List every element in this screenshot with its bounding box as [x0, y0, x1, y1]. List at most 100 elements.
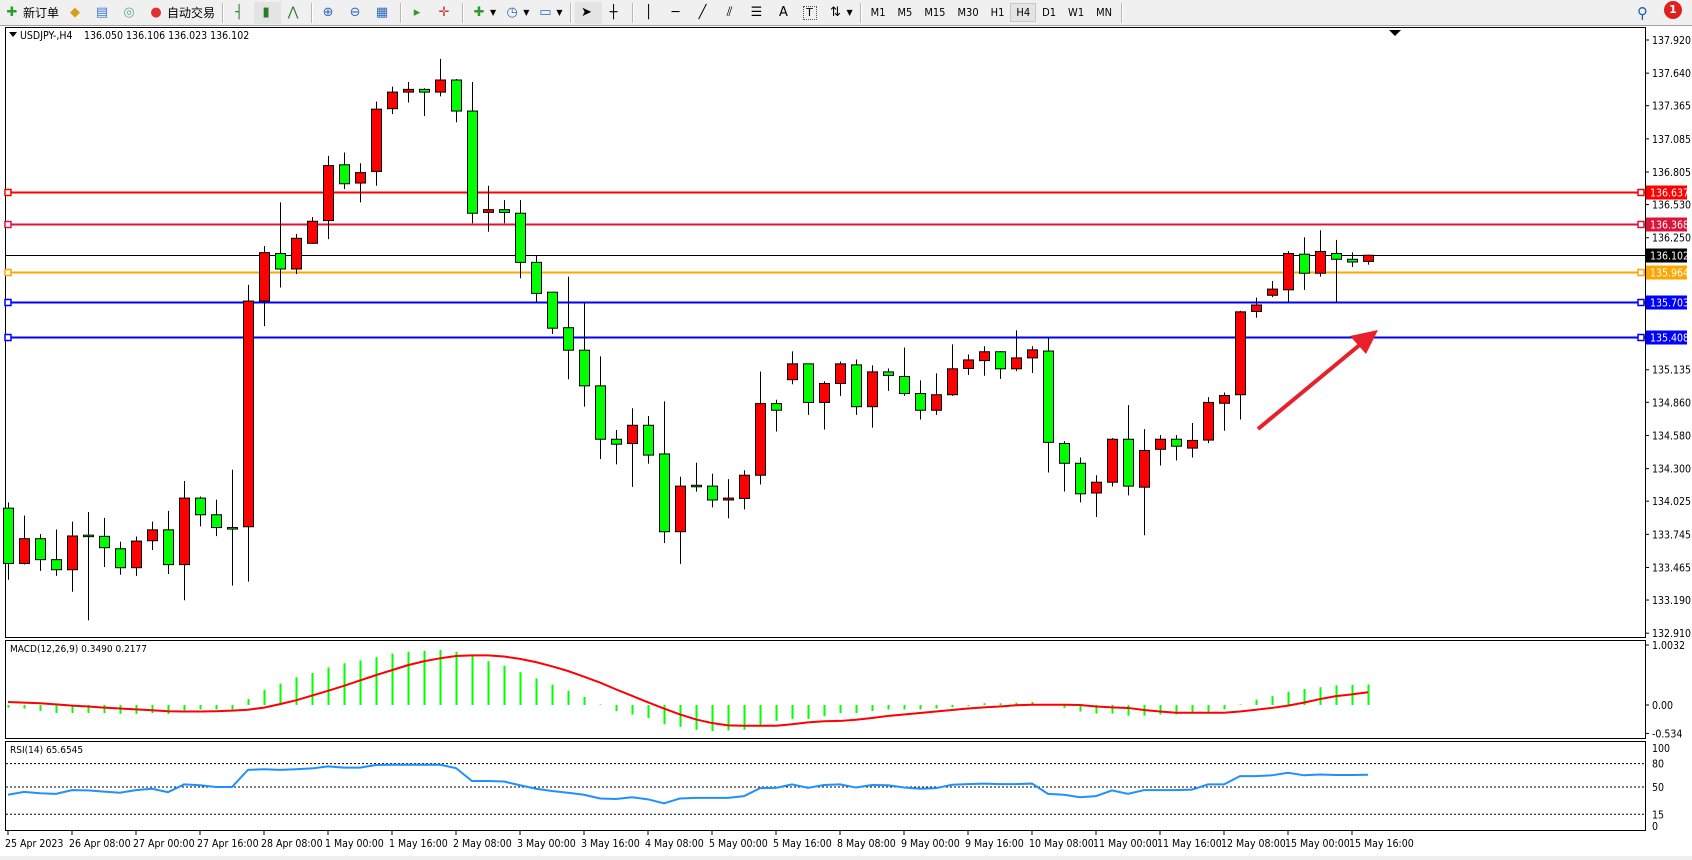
auto-scroll-button[interactable]: ▸ — [405, 2, 432, 24]
chart-menu-triangle-icon[interactable] — [9, 32, 17, 37]
candlestick-button[interactable]: ▮ — [254, 1, 282, 24]
date-label: 2 May 08:00 — [453, 838, 512, 850]
timeframe-m1[interactable]: M1 — [870, 6, 886, 19]
candle — [371, 101, 382, 186]
candle — [995, 351, 1006, 379]
signals-button[interactable]: ◎ — [117, 2, 144, 24]
candle-body — [259, 252, 270, 302]
line-chart-button[interactable]: ⋀ — [281, 2, 308, 24]
candle — [1123, 405, 1134, 496]
line-anchor-icon — [1637, 268, 1645, 277]
horizontal-line-button[interactable]: ─ — [664, 2, 691, 24]
arrows-icon: ⇅ — [830, 4, 841, 20]
chevron-down-icon: ▼ — [523, 8, 530, 17]
candle-body — [499, 209, 510, 213]
price-tick-label: 134.860 — [1652, 397, 1691, 409]
candle-body — [1299, 253, 1310, 274]
candle-body — [1363, 254, 1374, 262]
bid-label: 136.102 — [1650, 251, 1689, 263]
cursor-button[interactable]: ➤ — [574, 1, 602, 24]
candle — [531, 255, 542, 302]
arrows-button[interactable]: ⇅ ▼ — [824, 2, 857, 24]
candle — [1347, 252, 1358, 267]
candle — [419, 88, 430, 117]
chart-shift-button[interactable]: ✛ — [432, 2, 459, 24]
candle-body — [147, 529, 158, 542]
candle — [19, 515, 30, 565]
search-icon[interactable]: ⚲ — [1637, 4, 1648, 22]
indicators-button[interactable]: ✚ ▼ — [467, 2, 500, 24]
candlestick-icon: ▮ — [262, 4, 270, 20]
terminal-button[interactable]: ▤ — [90, 2, 117, 24]
new-order-button[interactable]: ✚ 新订单 — [0, 2, 63, 24]
annotation-arrow[interactable] — [1256, 330, 1378, 431]
timeframe-m5[interactable]: M5 — [897, 6, 913, 19]
timeframe-h1[interactable]: H1 — [990, 6, 1005, 19]
date-label: 5 May 16:00 — [773, 838, 832, 850]
fibonacci-button[interactable]: ☰ — [745, 2, 772, 24]
crosshair-button[interactable]: ┼ — [602, 2, 629, 24]
templates-button[interactable]: ▭ ▼ — [533, 2, 566, 24]
line-anchor-icon — [1637, 298, 1645, 307]
candle — [195, 496, 206, 527]
tile-windows-button[interactable]: ▦ — [370, 2, 397, 24]
timeframe-m15[interactable]: M15 — [924, 6, 946, 19]
text-button[interactable]: A — [772, 2, 799, 24]
line-anchor-icon — [1637, 220, 1645, 229]
market-watch-button[interactable]: ◆ — [63, 2, 90, 24]
candle — [467, 82, 478, 224]
chart-shift-icon: ✛ — [438, 4, 450, 20]
candle-body — [627, 424, 638, 445]
candle-body — [931, 394, 942, 411]
notification-badge[interactable]: 1 — [1664, 1, 1682, 19]
vertical-line-button[interactable]: │ — [637, 2, 664, 24]
candle-body — [963, 359, 974, 369]
candle — [915, 380, 926, 420]
candle — [1011, 330, 1022, 372]
price-line-label: 136.637 — [1650, 188, 1689, 200]
candle-body — [1091, 481, 1102, 494]
timeframe-m30[interactable]: M30 — [957, 6, 979, 19]
timeframe-h4[interactable]: H4 — [1010, 3, 1037, 22]
zoom-out-button[interactable]: ⊖ — [343, 2, 370, 24]
candle-body — [483, 209, 494, 213]
line-anchor-icon — [4, 268, 12, 277]
timeframe-mn[interactable]: MN — [1096, 6, 1113, 19]
candle — [515, 200, 526, 279]
periods-button[interactable]: ◷ ▼ — [500, 2, 533, 24]
line-anchor-icon — [4, 298, 12, 307]
zoom-in-button[interactable]: ⊕ — [316, 2, 343, 24]
candle-body — [387, 91, 398, 110]
price-tick-label: 133.465 — [1652, 562, 1691, 574]
chart-shift-marker-icon[interactable] — [1389, 30, 1401, 36]
candle — [291, 234, 302, 274]
text-label-button[interactable]: T — [799, 2, 824, 24]
date-label: 8 May 08:00 — [837, 838, 896, 850]
candle-body — [675, 485, 686, 533]
chart-background — [0, 26, 1692, 856]
price-tick-label: 136.805 — [1652, 167, 1691, 179]
auto-trading-button[interactable]: ● 自动交易 — [144, 2, 219, 24]
chart-window[interactable]: 136.637 136.368 135.964 135.703 135.408 136.1… — [0, 26, 1692, 856]
candle — [979, 346, 990, 376]
date-label: 9 May 16:00 — [965, 838, 1024, 850]
candle-body — [1283, 252, 1294, 291]
candle — [755, 371, 766, 485]
timeframe-d1[interactable]: D1 — [1042, 6, 1057, 19]
trendline-button[interactable]: ╱ — [691, 2, 718, 24]
bar-chart-button[interactable]: ┤ — [227, 2, 254, 24]
candle-body — [515, 212, 526, 263]
candle — [1059, 441, 1070, 492]
date-label: 3 May 16:00 — [581, 838, 640, 850]
timeframe-w1[interactable]: W1 — [1068, 6, 1085, 19]
candle — [1091, 475, 1102, 518]
auto-trading-icon: ● — [150, 4, 162, 20]
candle — [1299, 237, 1310, 290]
gold-bar-icon: ◆ — [70, 4, 81, 20]
toolbar-separator — [1121, 2, 1124, 23]
candle-body — [691, 484, 702, 488]
rsi-pane-frame — [5, 741, 1646, 831]
equidistant-channel-button[interactable]: ⫽ — [718, 2, 745, 24]
price-chart[interactable]: 136.637 136.368 135.964 135.703 135.408 136.1… — [0, 26, 1692, 856]
date-label: 25 Apr 2023 — [5, 838, 63, 850]
